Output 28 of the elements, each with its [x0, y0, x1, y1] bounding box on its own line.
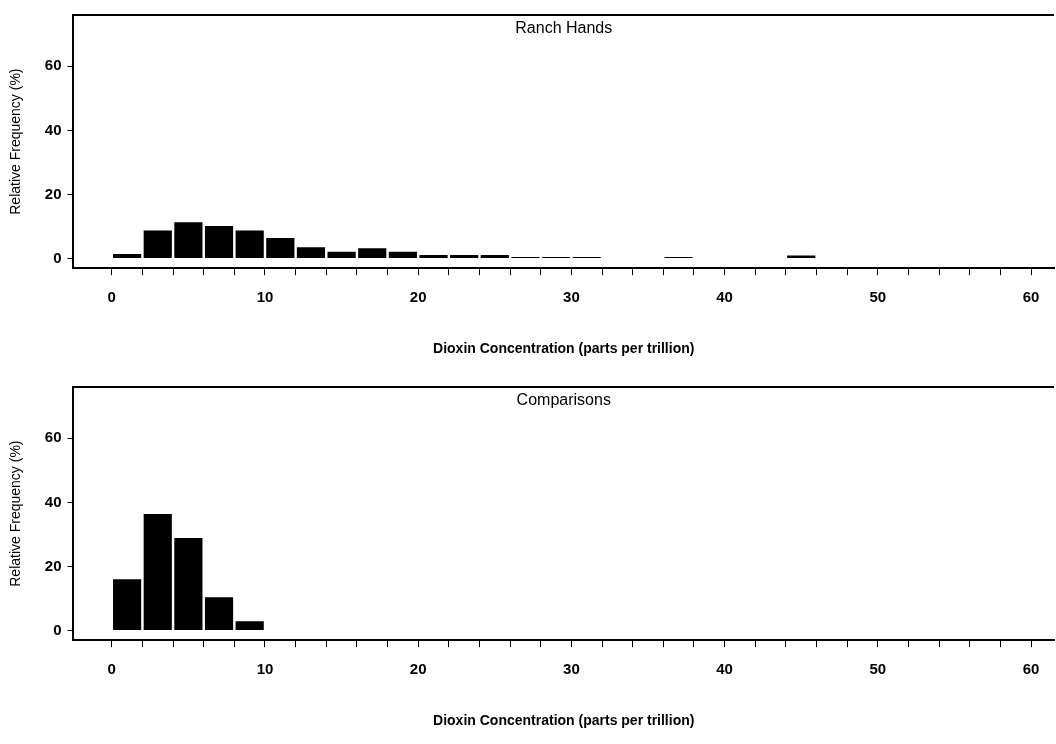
x-tick-label: 40 — [716, 288, 733, 306]
x-axis-title: Dioxin Concentration (parts per trillion) — [433, 712, 695, 729]
y-tick-label: 0 — [53, 620, 62, 638]
y-tick-label: 0 — [53, 248, 62, 266]
x-tick-label: 30 — [563, 660, 580, 678]
y-axis-title: Relative Frequency (%) — [7, 68, 24, 215]
chart-title: Ranch Hands — [515, 19, 613, 37]
y-tick-label: 60 — [44, 56, 62, 74]
x-tick-label: 20 — [409, 660, 427, 678]
x-tick-label: 0 — [107, 288, 116, 306]
x-tick-label: 0 — [107, 660, 116, 678]
x-tick-label: 10 — [256, 660, 274, 678]
chart-title: Comparisons — [516, 391, 611, 409]
x-tick-label: 20 — [409, 288, 427, 306]
y-tick-label: 40 — [44, 120, 62, 138]
y-tick-label: 20 — [44, 556, 62, 574]
x-tick-label: 60 — [1022, 660, 1040, 678]
y-tick-label: 40 — [44, 492, 62, 510]
y-tick-label: 20 — [44, 184, 62, 202]
x-axis-title: Dioxin Concentration (parts per trillion) — [433, 340, 695, 357]
x-tick-label: 50 — [869, 288, 887, 306]
y-axis-title: Relative Frequency (%) — [7, 440, 24, 587]
x-tick-label: 30 — [563, 288, 580, 306]
y-tick-label: 60 — [44, 428, 62, 446]
x-tick-label: 60 — [1022, 288, 1040, 306]
x-tick-label: 40 — [716, 660, 733, 678]
x-tick-label: 10 — [256, 288, 274, 306]
x-tick-label: 50 — [869, 660, 887, 678]
